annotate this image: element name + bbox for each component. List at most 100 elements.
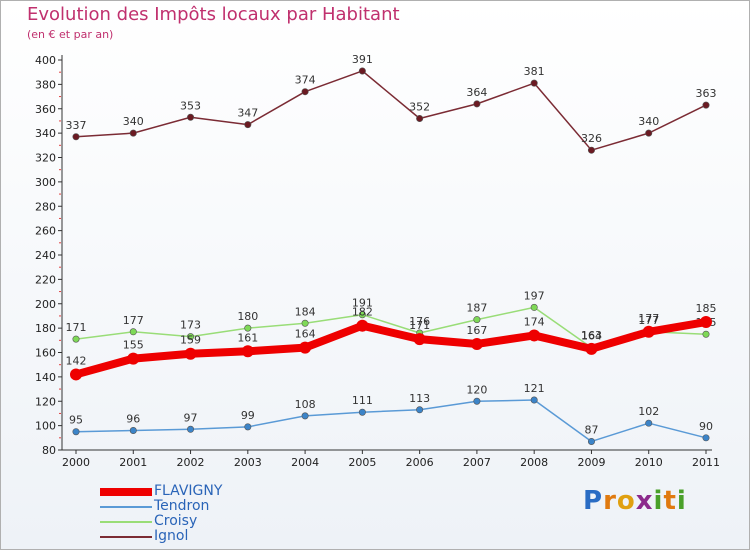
data-point-ignol bbox=[244, 121, 252, 129]
data-label-ignol: 340 bbox=[638, 115, 659, 128]
data-label-croisy: 180 bbox=[237, 310, 258, 323]
legend-swatch bbox=[100, 521, 152, 523]
data-point-flavigny bbox=[528, 329, 541, 342]
data-label-tendron: 113 bbox=[409, 392, 430, 405]
data-label-flavigny: 155 bbox=[123, 339, 144, 352]
data-label-croisy: 164 bbox=[581, 330, 602, 343]
data-label-flavigny: 159 bbox=[180, 334, 201, 347]
y-tick-label: 180 bbox=[35, 322, 56, 335]
data-point-flavigny bbox=[299, 341, 312, 354]
data-point-tendron bbox=[530, 396, 538, 404]
data-point-croisy bbox=[187, 333, 195, 341]
data-point-tendron bbox=[301, 412, 309, 420]
chart-title: Evolution des Impôts locaux par Habitant bbox=[27, 4, 400, 25]
legend-label: Tendron bbox=[154, 498, 210, 514]
x-tick-label: 2008 bbox=[520, 456, 548, 469]
y-tick-label: 380 bbox=[35, 78, 56, 91]
data-point-croisy bbox=[473, 316, 481, 324]
data-label-tendron: 111 bbox=[352, 394, 373, 407]
data-point-ignol bbox=[358, 67, 366, 75]
legend-label: Ignol bbox=[154, 528, 189, 544]
data-point-tendron bbox=[473, 397, 481, 405]
data-point-flavigny bbox=[356, 319, 369, 332]
data-label-croisy: 191 bbox=[352, 297, 373, 310]
y-tick-label: 220 bbox=[35, 273, 56, 286]
data-label-croisy: 171 bbox=[66, 321, 87, 334]
x-tick-label: 2009 bbox=[577, 456, 605, 469]
data-label-flavigny: 171 bbox=[409, 319, 430, 332]
data-point-croisy bbox=[129, 328, 137, 336]
x-tick-label: 2003 bbox=[234, 456, 262, 469]
data-label-flavigny: 182 bbox=[352, 306, 373, 319]
x-tick-label: 2004 bbox=[291, 456, 319, 469]
data-point-ignol bbox=[72, 133, 80, 141]
x-tick-label: 2001 bbox=[119, 456, 147, 469]
y-tick-label: 360 bbox=[35, 103, 56, 116]
legend-item-croisy: Croisy bbox=[100, 513, 300, 530]
data-point-ignol bbox=[530, 79, 538, 87]
legend-swatch bbox=[100, 536, 152, 538]
x-tick-label: 2010 bbox=[635, 456, 663, 469]
data-point-tendron bbox=[587, 437, 595, 445]
data-label-flavigny: 174 bbox=[524, 315, 545, 328]
logo-letter: P bbox=[583, 486, 604, 516]
data-label-ignol: 364 bbox=[466, 86, 487, 99]
y-tick-label: 260 bbox=[35, 225, 56, 238]
legend-item-ignol: Ignol bbox=[100, 528, 300, 545]
data-point-flavigny bbox=[184, 347, 197, 360]
data-point-croisy bbox=[244, 324, 252, 332]
data-point-tendron bbox=[72, 428, 80, 436]
y-tick-label: 140 bbox=[35, 371, 56, 384]
data-label-ignol: 337 bbox=[66, 119, 87, 132]
y-tick-label: 200 bbox=[35, 298, 56, 311]
legend: FLAVIGNY Tendron Croisy Ignol bbox=[100, 483, 300, 545]
x-tick-label: 2011 bbox=[692, 456, 720, 469]
logo-letter: t bbox=[663, 486, 677, 516]
data-point-flavigny bbox=[470, 337, 483, 350]
data-point-flavigny bbox=[127, 352, 140, 365]
y-tick-label: 80 bbox=[42, 444, 56, 457]
legend-item-flavigny: FLAVIGNY bbox=[100, 483, 300, 500]
x-tick-label: 2000 bbox=[62, 456, 90, 469]
data-label-ignol: 381 bbox=[524, 65, 545, 78]
data-point-ignol bbox=[416, 115, 424, 123]
data-label-tendron: 90 bbox=[699, 420, 713, 433]
data-label-tendron: 120 bbox=[466, 383, 487, 396]
data-label-ignol: 391 bbox=[352, 53, 373, 66]
data-point-flavigny bbox=[70, 368, 82, 381]
logo-letter: r bbox=[603, 486, 617, 516]
data-point-flavigny bbox=[642, 325, 655, 338]
legend-label: FLAVIGNY bbox=[154, 483, 223, 499]
data-label-tendron: 95 bbox=[69, 414, 83, 427]
x-tick-label: 2007 bbox=[463, 456, 491, 469]
data-point-tendron bbox=[358, 408, 366, 416]
data-label-tendron: 96 bbox=[126, 413, 140, 426]
data-point-croisy bbox=[358, 311, 366, 319]
legend-label: Croisy bbox=[154, 513, 198, 529]
data-label-tendron: 102 bbox=[638, 405, 659, 418]
y-tick-label: 400 bbox=[35, 54, 56, 67]
legend-item-tendron: Tendron bbox=[100, 498, 300, 515]
data-point-ignol bbox=[473, 100, 481, 108]
data-label-tendron: 87 bbox=[584, 423, 598, 436]
data-label-tendron: 97 bbox=[184, 411, 198, 424]
x-tick-label: 2006 bbox=[406, 456, 434, 469]
x-tick-label: 2002 bbox=[177, 456, 205, 469]
logo-letter: x bbox=[635, 486, 654, 516]
data-label-ignol: 352 bbox=[409, 101, 430, 114]
data-label-ignol: 326 bbox=[581, 132, 602, 145]
data-point-tendron bbox=[244, 423, 252, 431]
logo-letter: i bbox=[653, 486, 664, 516]
data-point-tendron bbox=[645, 419, 653, 427]
data-label-flavigny: 167 bbox=[466, 324, 487, 337]
data-point-croisy bbox=[72, 335, 80, 343]
data-label-ignol: 340 bbox=[123, 115, 144, 128]
data-point-ignol bbox=[301, 88, 309, 96]
data-label-flavigny: 163 bbox=[581, 329, 602, 342]
y-tick-label: 280 bbox=[35, 200, 56, 213]
y-tick-label: 320 bbox=[35, 152, 56, 165]
data-label-tendron: 121 bbox=[524, 382, 545, 395]
data-point-flavigny bbox=[585, 342, 598, 355]
data-label-flavigny: 161 bbox=[237, 331, 258, 344]
